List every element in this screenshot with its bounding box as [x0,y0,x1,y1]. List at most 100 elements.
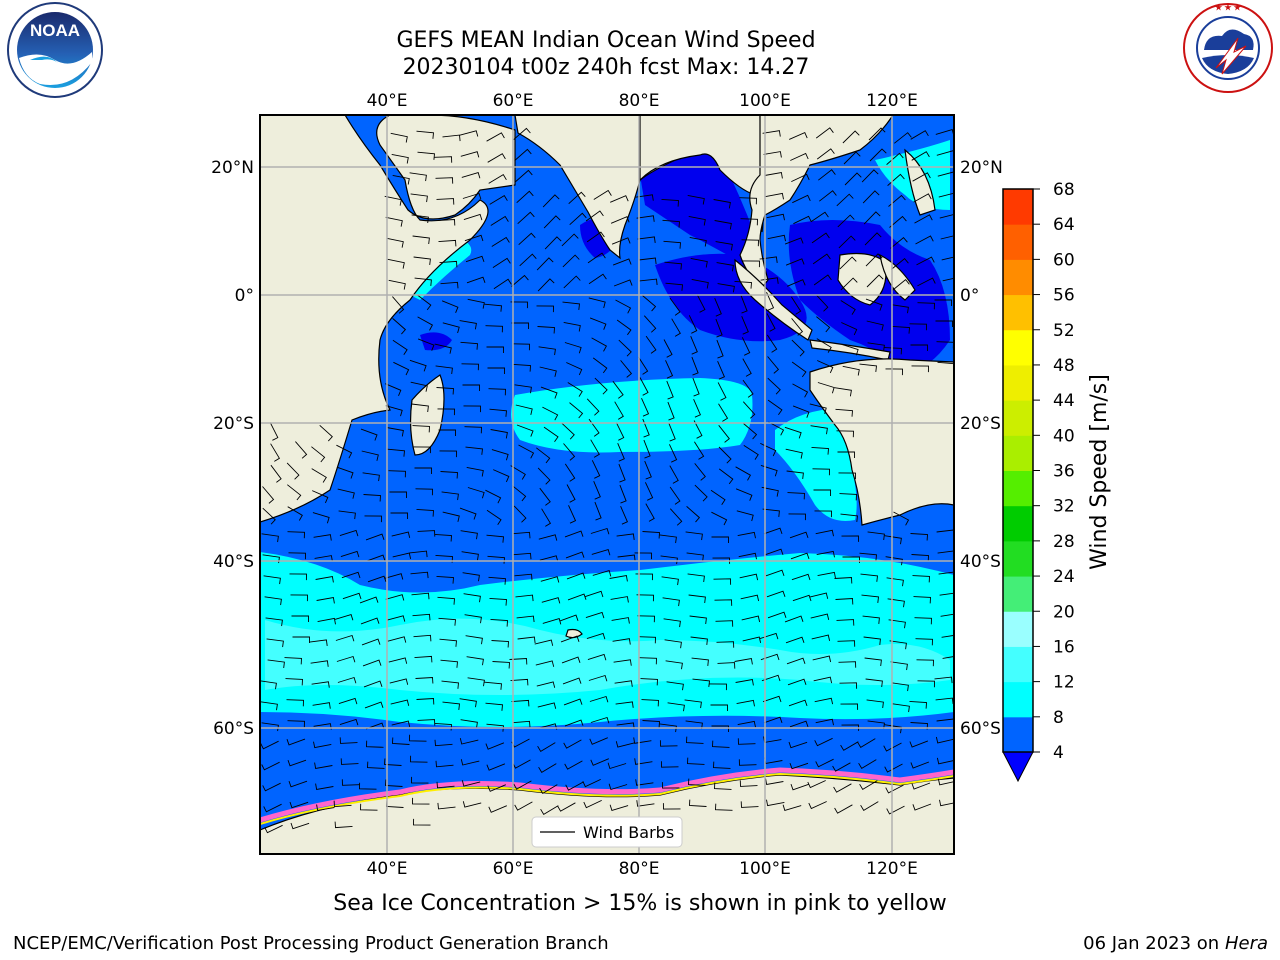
wind-barb [739,573,759,581]
wind-barb [669,297,681,316]
wind-barb [859,363,877,372]
wind-barb [389,491,407,498]
wind-barb [887,598,905,608]
wind-barb [862,615,880,624]
wind-barb [914,617,932,625]
wind-barb [510,678,529,686]
wind-barb [939,213,954,219]
wind-barb [664,639,682,649]
wind-barb [312,512,330,524]
wind-barb [791,318,804,336]
wind-barb [815,127,834,139]
colorbar-tick-label: 8 [1053,708,1064,728]
wind-barb [417,151,435,160]
wind-barb [587,252,606,264]
wind-barb [718,403,729,422]
wind-barb [659,534,677,544]
wind-barb [910,344,928,351]
wind-barb [760,653,780,661]
wind-barb [811,232,830,244]
wind-barb [541,508,552,527]
wind-barb [459,507,477,520]
wind-barb [416,130,434,139]
wind-barb [561,656,581,664]
wind-barb [511,699,530,707]
map-title-line1: GEFS MEAN Indian Ocean Wind Speed [396,28,816,53]
wind-barb [265,617,283,627]
wind-barb [490,429,508,439]
wind-barb [692,678,710,687]
wind-barb [816,148,835,160]
wind-barb [313,534,332,541]
wind-barb [691,356,699,376]
wind-barb [563,443,576,461]
wind-barb [863,636,881,645]
wind-barb [642,720,660,728]
wind-barb [717,662,736,669]
australia-land [809,358,954,526]
wind-barb [291,615,309,622]
wind-barb [564,530,584,538]
wind-barb [513,552,532,560]
wind-barb [512,531,531,539]
wind-barb [415,488,433,496]
wind-barb [715,803,733,811]
wind-barb [687,757,705,765]
wind-barb [718,468,734,485]
wind-barb [839,682,858,689]
colorbar-tick-label: 16 [1053,637,1075,657]
lon-label-top: 40°E [367,91,408,111]
colorbar-tick-label: 44 [1053,391,1075,411]
wind-barb [717,361,725,380]
wind-barb [642,295,657,312]
wind-barb [585,611,605,619]
wind-barb [311,468,327,483]
wind-barb [459,130,479,137]
wind-barb [912,575,930,583]
wind-barb [810,425,828,435]
wind-barb [613,279,633,287]
wind-barb [589,317,607,330]
sea-ice-caption: Sea Ice Concentration > 15% is shown in … [333,891,947,916]
wind-barb [567,382,583,397]
wind-barb [489,194,508,205]
wind-barb [392,296,405,314]
wind-barb [911,365,929,373]
wind-barb [714,599,733,606]
wind-barb [566,362,583,376]
wind-barb [784,615,804,623]
footer-date: 06 Jan 2023 on [1083,933,1225,954]
wind-barb [518,232,536,246]
wind-barb [541,597,561,604]
colorbar-tick-label: 28 [1053,532,1075,552]
colorbar-tick-label: 56 [1053,286,1075,306]
colorbar-label: Wind Speed [m/s] [1087,374,1112,570]
wind-barb [542,406,559,421]
wind-barb [462,801,482,808]
wind-barb [461,551,479,561]
wind-barb [888,619,906,629]
wind-barb [889,640,907,650]
wind-barb [686,552,704,562]
wind-barb [536,305,554,313]
wind-barb [566,572,586,580]
wind-barb [785,258,805,266]
wind-barb [863,211,881,225]
kerguelen-land [565,628,583,639]
wind-barb [539,784,558,795]
wind-barb [735,488,753,501]
wind-barb [917,277,936,287]
wind-barb [716,641,735,648]
wind-barb [839,493,857,501]
wind-barb [791,339,805,357]
lon-labels-bottom: 40°E 60°E 80°E 100°E 120°E [367,859,918,879]
wind-barb [513,127,531,140]
wind-barb [365,722,385,730]
lat-labels-right: 20°N 0° 20°S 40°S 60°S [960,158,1003,739]
wind-barb [615,422,625,441]
wind-barb [784,426,802,439]
wind-barb [664,261,682,270]
wind-barb [284,657,302,665]
wind-barb [436,387,454,395]
wind-barb [459,698,477,708]
